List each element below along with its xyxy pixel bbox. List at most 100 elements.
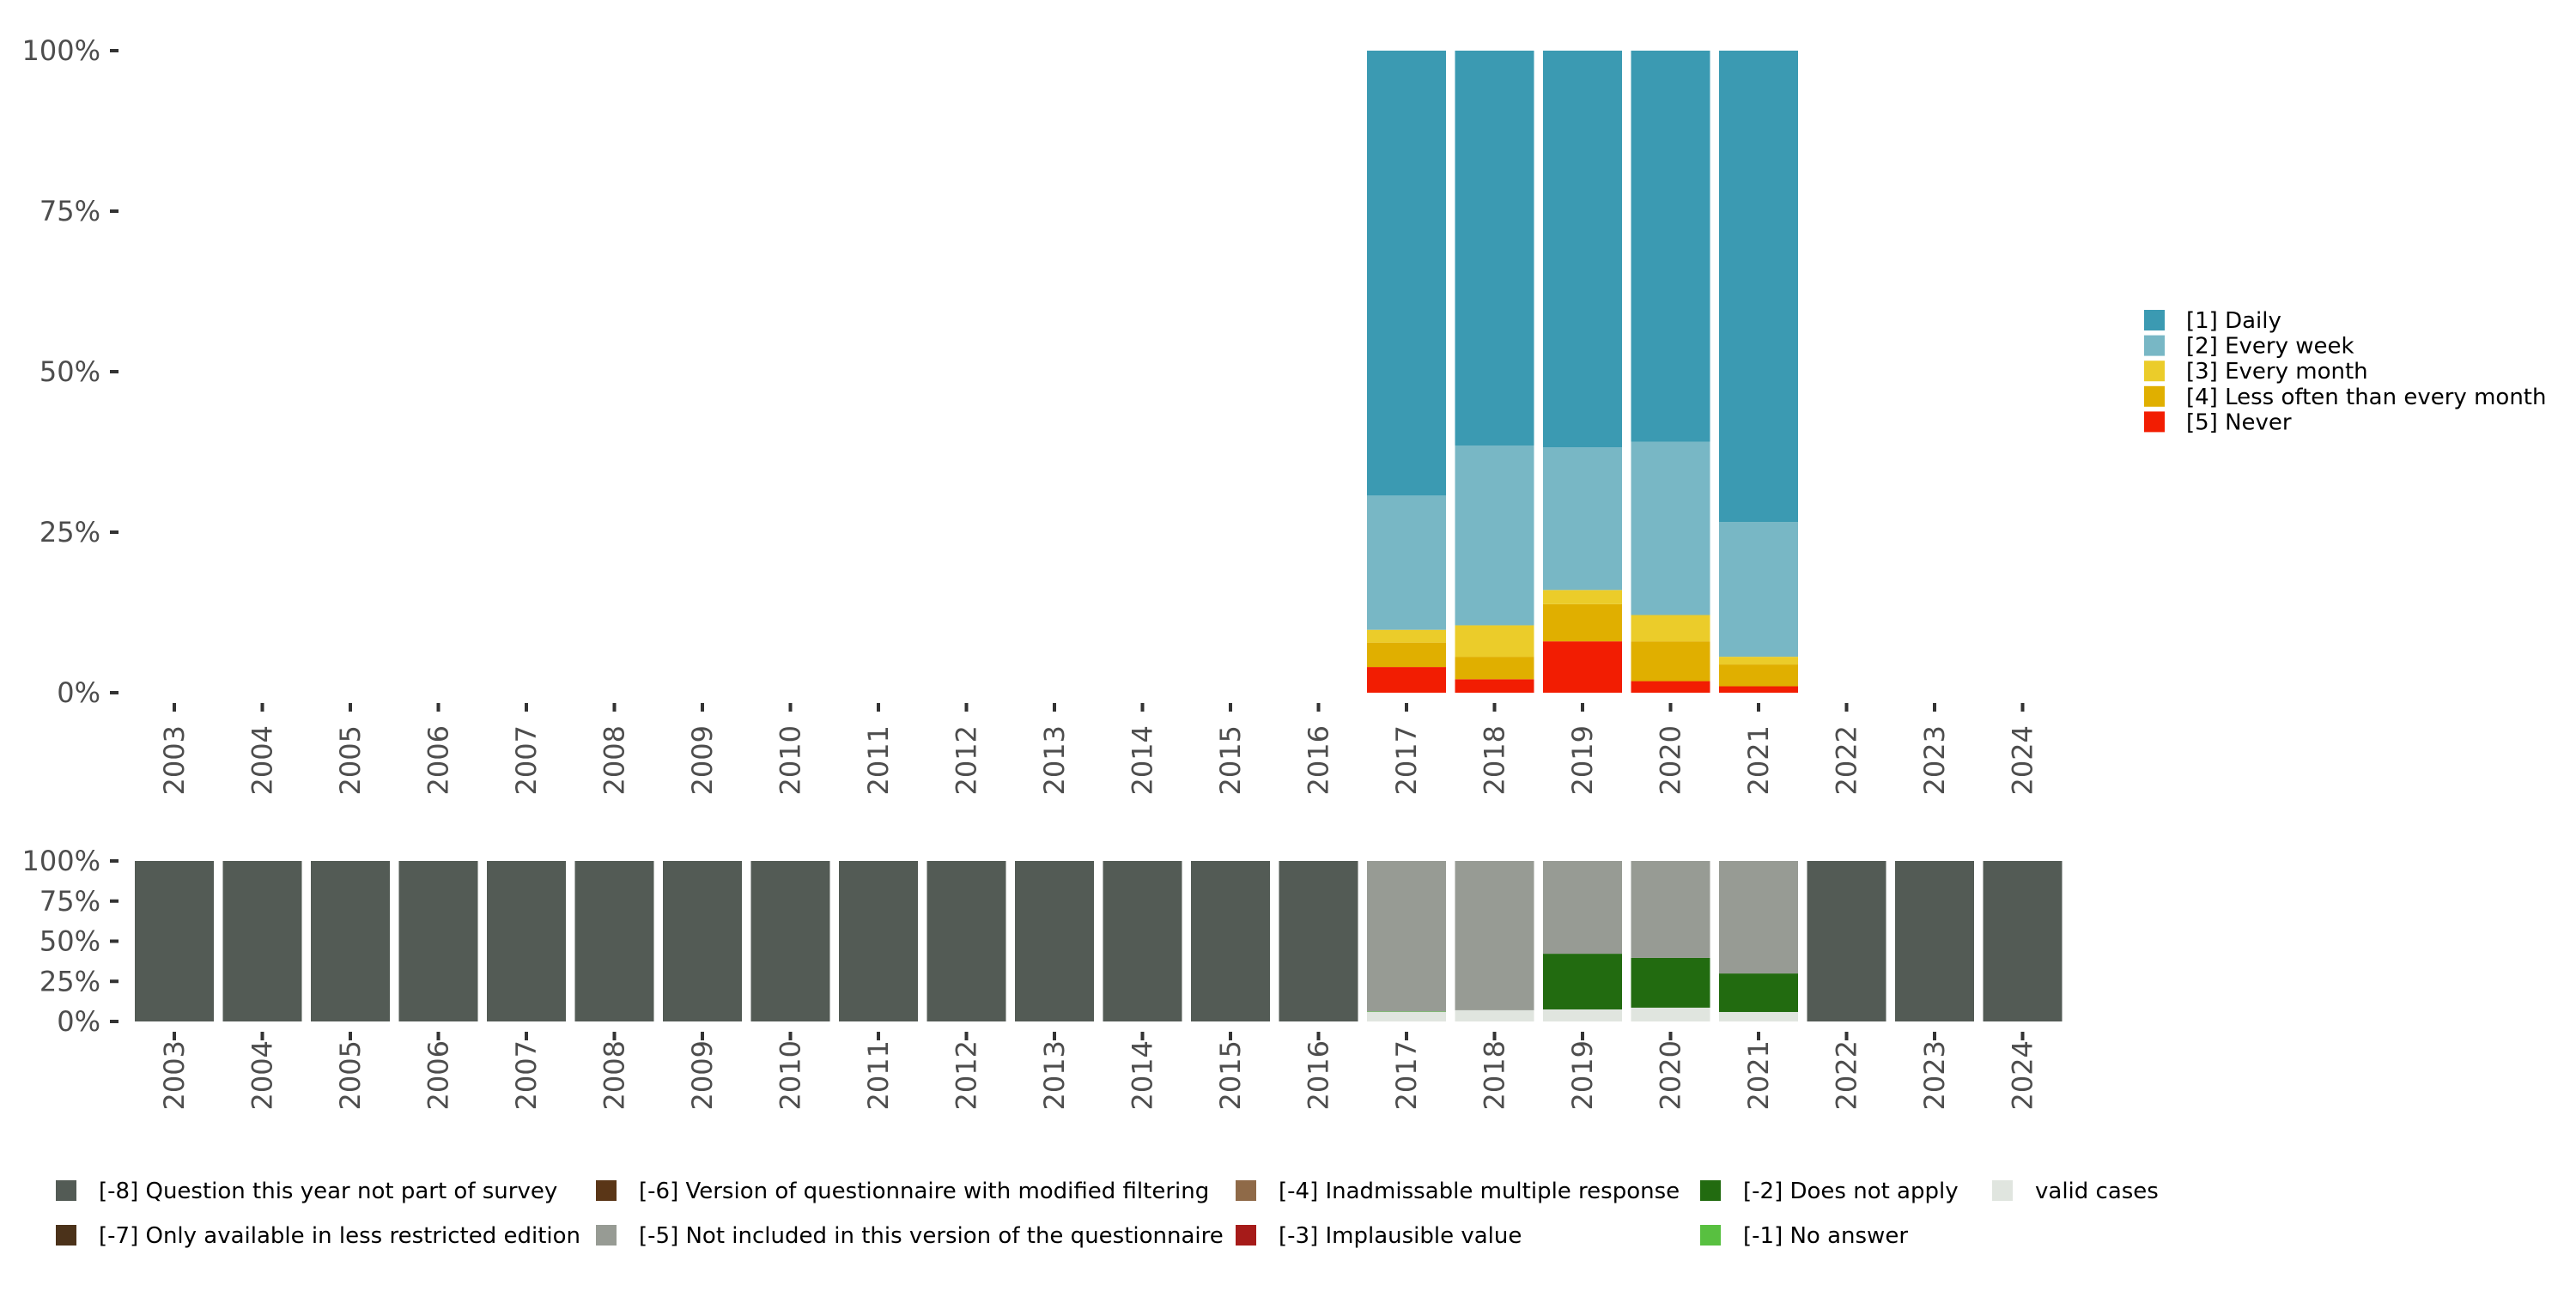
y-tick-label: 50% <box>39 355 100 388</box>
bar-segment <box>1543 447 1622 591</box>
x-tick-label: 2024 <box>2007 1040 2039 1110</box>
x-tick-label: 2019 <box>1566 725 1599 795</box>
bar-segment <box>1631 615 1710 642</box>
x-tick-mark <box>1668 703 1673 712</box>
legend-swatch <box>1236 1225 1256 1246</box>
bar-segment <box>1103 861 1182 1021</box>
x-tick-label: 2008 <box>598 1040 631 1110</box>
bar-segment <box>311 861 390 1021</box>
x-tick-label: 2006 <box>422 725 455 795</box>
x-tick-mark <box>349 1032 352 1040</box>
x-tick-mark <box>2020 703 2025 712</box>
legend-swatch <box>1700 1180 1721 1201</box>
legend-label: [2] Every week <box>2186 334 2354 360</box>
x-tick-label: 2013 <box>1038 725 1071 795</box>
x-tick-label: 2006 <box>422 1040 455 1110</box>
x-tick-mark <box>1053 1032 1056 1040</box>
legend-swatch <box>2144 385 2165 407</box>
x-tick-label: 2023 <box>1918 725 1951 795</box>
bar-segment <box>1455 445 1534 626</box>
bar-segment <box>222 861 302 1021</box>
y-tick-label: 0% <box>57 676 100 709</box>
x-tick-mark <box>788 1032 793 1040</box>
bar-segment <box>1455 625 1534 658</box>
y-tick-mark <box>110 370 118 373</box>
bar-segment <box>135 861 214 1021</box>
x-tick-mark <box>525 703 528 712</box>
x-tick-label: 2019 <box>1566 1040 1599 1110</box>
x-tick-label: 2012 <box>951 725 983 795</box>
y-tick-mark <box>110 49 118 52</box>
bar-segment <box>839 861 918 1021</box>
x-tick-label: 2021 <box>1742 1040 1775 1110</box>
x-tick-mark <box>1844 1032 1849 1040</box>
x-tick-mark <box>1316 703 1321 712</box>
x-tick-mark <box>260 703 264 712</box>
x-tick-mark <box>964 1032 969 1040</box>
bar-segment <box>1719 686 1798 693</box>
bar-segment <box>1543 603 1622 642</box>
x-tick-label: 2005 <box>334 725 367 795</box>
x-tick-mark <box>173 703 176 712</box>
bar-segment <box>1807 861 1886 1021</box>
legend-label: valid cases <box>2035 1179 2159 1204</box>
bar-segment <box>1543 641 1622 693</box>
bar-segment <box>1631 51 1710 442</box>
x-tick-label: 2010 <box>775 1040 807 1110</box>
x-tick-mark <box>1933 1032 1936 1040</box>
legend-label: [-3] Implausible value <box>1279 1223 1522 1249</box>
x-tick-label: 2008 <box>598 725 631 795</box>
x-tick-mark <box>1757 1032 1760 1040</box>
bar-segment <box>1191 861 1270 1021</box>
y-tick-label: 75% <box>39 195 100 227</box>
missing-chart: 0% 25% 50% 75% 100% 2003 2004 2005 2006 2007 2008 2… <box>22 845 2063 1110</box>
x-tick-mark <box>877 1032 880 1040</box>
y-tick-label: 0% <box>57 1005 100 1038</box>
y-tick-label: 25% <box>39 965 100 997</box>
bar-segment <box>1631 1007 1710 1021</box>
bar-segment <box>1367 667 1446 693</box>
x-tick-mark <box>1492 703 1497 712</box>
bar-segment <box>1543 51 1622 448</box>
x-tick-label: 2016 <box>1303 1040 1335 1110</box>
bar-segment <box>1543 861 1622 955</box>
legend-swatch <box>56 1180 76 1201</box>
bar-segment <box>1719 861 1798 974</box>
x-tick-mark <box>1316 1032 1321 1040</box>
y-tick-mark <box>110 1020 118 1023</box>
x-tick-label: 2018 <box>1479 725 1511 795</box>
legend-label: [-2] Does not apply <box>1743 1179 1959 1204</box>
bar-segment <box>1367 51 1446 496</box>
y-tick-mark <box>110 979 118 984</box>
y-tick-mark <box>110 209 118 213</box>
x-tick-mark <box>436 1032 440 1040</box>
legend-label: [5] Never <box>2186 409 2292 435</box>
legend-swatch <box>2144 335 2165 356</box>
legend-label: [-7] Only available in less restricted e… <box>99 1223 580 1249</box>
x-tick-label: 2024 <box>2007 725 2039 795</box>
bar-segment <box>663 861 742 1021</box>
bar-segment <box>1719 522 1798 658</box>
x-tick-label: 2009 <box>686 1040 719 1110</box>
y-tick-mark <box>110 899 118 903</box>
x-tick-mark <box>701 703 704 712</box>
legend-swatch <box>596 1225 617 1246</box>
x-tick-mark <box>1140 1032 1145 1040</box>
legend-label: [-4] Inadmissable multiple response <box>1279 1179 1680 1204</box>
bar-segment <box>1719 657 1798 665</box>
legend-label: [-5] Not included in this version of the… <box>639 1223 1224 1249</box>
x-tick-mark <box>701 1032 704 1040</box>
x-tick-mark <box>612 1032 617 1040</box>
x-tick-label: 2020 <box>1655 1040 1687 1110</box>
bar-segment <box>1455 679 1534 693</box>
legend-label: [-6] Version of questionnaire with modif… <box>639 1179 1209 1204</box>
x-tick-mark <box>612 703 617 712</box>
bar-segment <box>1543 1009 1622 1021</box>
x-tick-label: 2022 <box>1831 1040 1863 1110</box>
x-tick-label: 2003 <box>158 725 191 795</box>
bar-segment <box>1455 861 1534 1010</box>
y-tick-mark <box>110 530 118 534</box>
x-tick-label: 2012 <box>951 1040 983 1110</box>
bar-segment <box>1367 629 1446 643</box>
legend-main: [1] Daily[2] Every week[3] Every month[4… <box>2144 308 2546 435</box>
